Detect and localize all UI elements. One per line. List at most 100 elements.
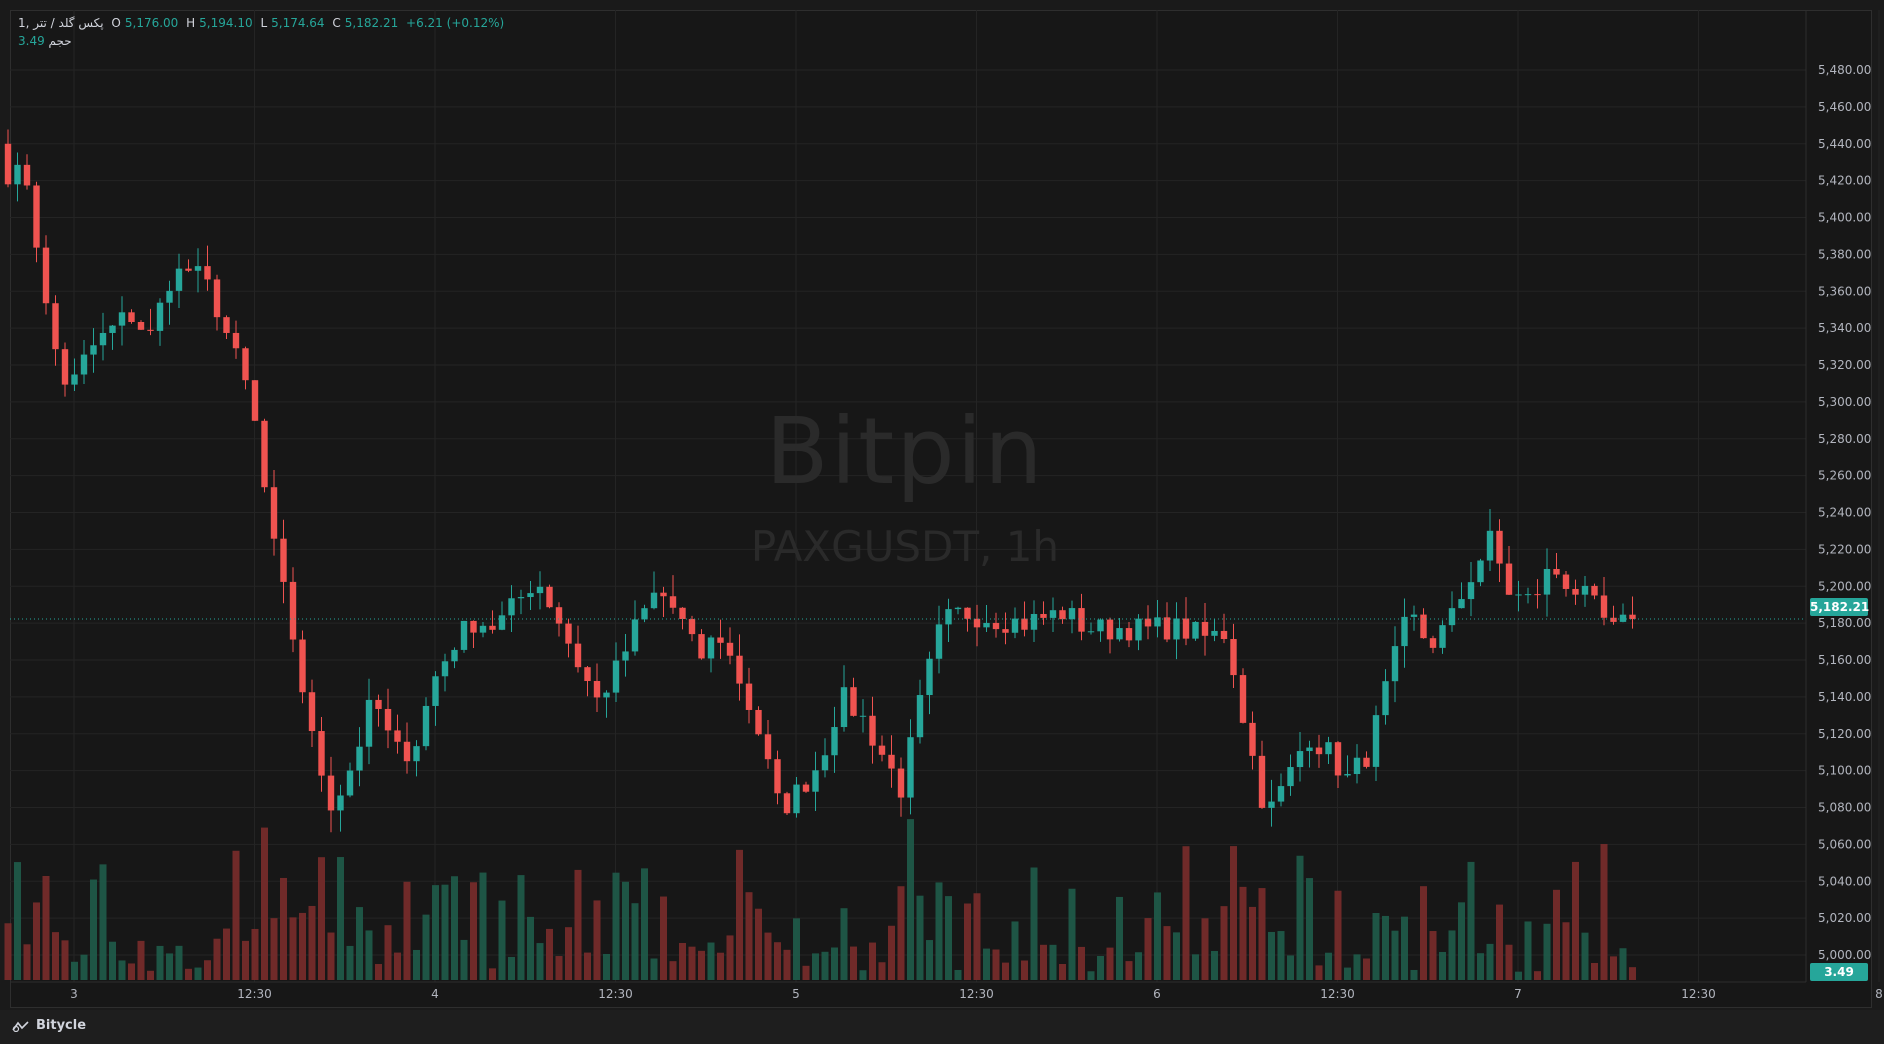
candle-body: [878, 745, 886, 755]
footer-brand-label: Bitycle: [36, 1018, 87, 1033]
volume-bar: [1106, 947, 1114, 980]
volume-bar: [1011, 921, 1019, 980]
candle-body: [118, 312, 126, 326]
candle-body: [1135, 618, 1142, 641]
y-tick-label: 5,280.00: [1818, 432, 1871, 446]
candle-body: [726, 642, 734, 656]
legend-symbol[interactable]: پکس گلد / تتر ,1: [18, 16, 104, 30]
volume-bar: [964, 903, 971, 980]
candle-body: [71, 374, 78, 385]
candle-body: [299, 639, 306, 693]
candle-body: [1258, 755, 1266, 808]
candle-body: [479, 625, 487, 633]
volume-bar: [717, 952, 724, 980]
candle-body: [346, 770, 354, 796]
candle-body: [831, 727, 838, 756]
volume-bar: [840, 908, 848, 980]
candle-body: [194, 266, 202, 271]
volume-bar: [422, 914, 430, 980]
candle-body: [1382, 681, 1389, 716]
candle-body: [1629, 614, 1636, 620]
y-tick-label: 5,480.00: [1818, 63, 1871, 77]
candle-body: [1106, 619, 1114, 640]
volume-bar: [1277, 931, 1285, 980]
volume-bar: [1372, 912, 1380, 980]
y-tick-label: 5,100.00: [1818, 764, 1871, 778]
candle-body: [1420, 614, 1427, 639]
candle-body: [688, 619, 696, 635]
volume-bar: [1524, 921, 1532, 980]
volume-bar: [156, 945, 164, 980]
candle-body: [318, 731, 325, 776]
candle-body: [14, 164, 21, 185]
candle-body: [375, 699, 382, 709]
y-tick-label: 5,320.00: [1818, 358, 1871, 372]
candle-body: [1201, 621, 1209, 636]
candle-body: [821, 755, 829, 771]
volume-bar: [1306, 878, 1313, 980]
volume-bar: [1220, 906, 1228, 980]
volume-bar: [1619, 948, 1627, 980]
candle-body: [403, 741, 411, 762]
volume-bar: [166, 953, 173, 980]
candle-body: [1040, 613, 1047, 618]
volume-bar: [574, 869, 582, 980]
volume-bar: [1382, 915, 1389, 980]
volume-bar: [251, 928, 259, 980]
candle-body: [555, 607, 563, 624]
candle-body: [641, 608, 648, 620]
candle-body: [574, 643, 582, 668]
footer-brand[interactable]: Bitycle: [12, 1018, 86, 1033]
candle-body: [508, 598, 515, 616]
volume-bar: [603, 953, 610, 980]
x-tick-label: 6: [1153, 987, 1161, 1001]
volume-bar: [61, 940, 69, 980]
y-tick-label: 5,340.00: [1818, 321, 1871, 335]
volume-bar: [698, 950, 705, 980]
volume-bar: [1477, 953, 1484, 980]
volume-bar: [859, 970, 867, 980]
candle-body: [270, 487, 278, 539]
volume-bar: [1439, 951, 1446, 980]
candle-body: [1439, 625, 1446, 648]
volume-bar: [888, 925, 895, 980]
chart-frame[interactable]: [10, 10, 1872, 1008]
candle-body: [812, 770, 819, 792]
volume-bar: [1201, 918, 1209, 980]
volume-bar: [42, 875, 50, 980]
volume-bar: [660, 896, 667, 980]
candle-body: [869, 715, 876, 746]
candle-body: [23, 164, 31, 186]
volume-bar: [242, 940, 249, 980]
candle-body: [707, 637, 715, 659]
candle-body: [1192, 621, 1199, 639]
volume-bar: [1230, 846, 1237, 980]
candle-body: [1363, 757, 1370, 767]
y-tick-label: 5,420.00: [1818, 174, 1871, 188]
candle-body: [897, 768, 905, 798]
candle-body: [42, 247, 50, 304]
volume-bar: [1572, 861, 1579, 980]
volume-bar: [470, 882, 477, 980]
volume-bar: [52, 932, 59, 980]
candle-body: [1315, 747, 1323, 755]
x-tick-label: 12:30: [959, 987, 994, 1001]
candle-body: [1486, 530, 1494, 561]
volume-bar: [669, 961, 677, 980]
candlestick-chart[interactable]: 5,480.00 5,460.00 5,440.00 5,420.00 5,400.00…: [0, 0, 1884, 1010]
candle-body: [992, 622, 1000, 630]
candle-body: [1344, 774, 1351, 776]
candle-body: [840, 687, 848, 728]
volume-bar: [23, 944, 31, 980]
legend-close-value: 5,182.21: [344, 16, 399, 30]
candle-body: [698, 634, 705, 659]
candle-body: [1534, 594, 1541, 596]
volume-bar: [1496, 904, 1503, 980]
bitycle-logo-icon: [12, 1020, 29, 1032]
candle-body: [61, 349, 69, 385]
candle-body: [1011, 618, 1019, 633]
volume-bar: [337, 857, 344, 980]
candle-body: [1306, 747, 1313, 752]
volume-bar: [118, 960, 126, 980]
candle-body: [1334, 742, 1342, 776]
